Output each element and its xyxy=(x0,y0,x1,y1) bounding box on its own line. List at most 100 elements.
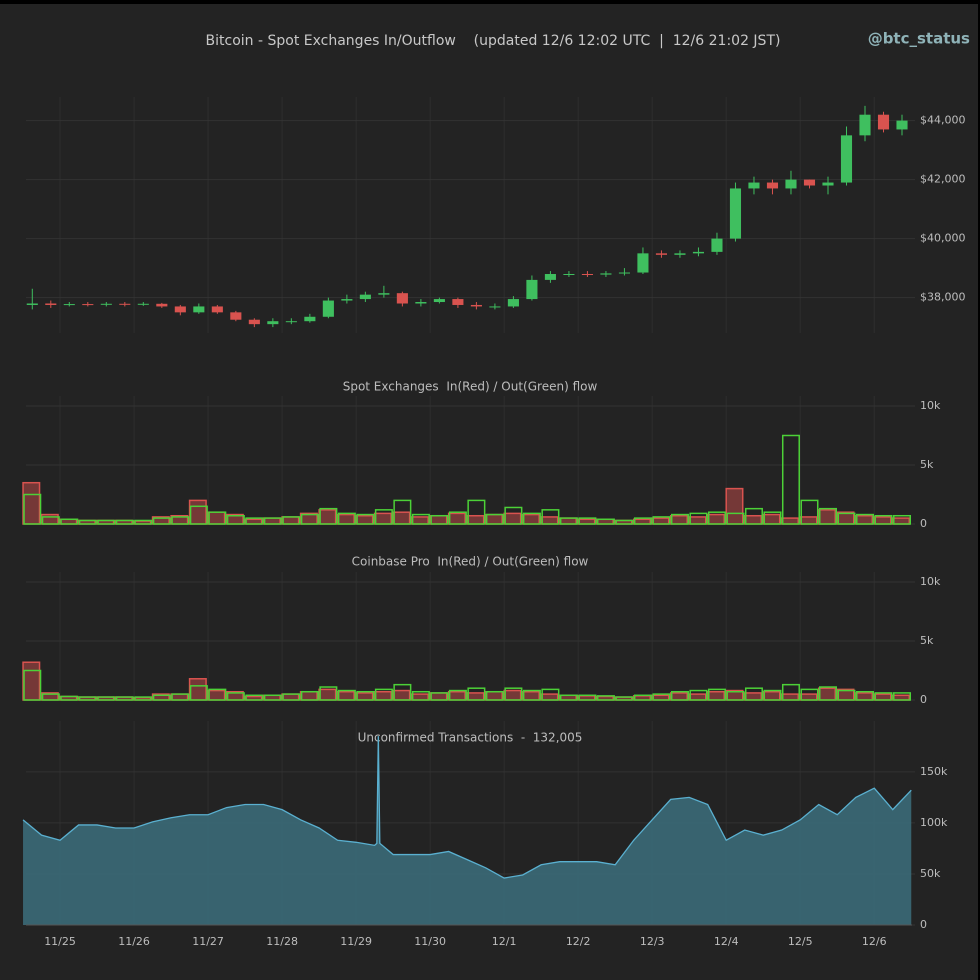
flow-bar xyxy=(558,517,577,525)
y-tick-label: $40,000 xyxy=(920,232,966,245)
flow-bar xyxy=(374,509,393,525)
flow-bar xyxy=(318,509,337,525)
flow-bar xyxy=(447,512,466,525)
x-tick-label: 12/3 xyxy=(640,935,665,948)
candle-body xyxy=(618,272,630,274)
flow-bar xyxy=(282,693,301,701)
flow-bar xyxy=(336,513,355,525)
flow-bar xyxy=(744,507,763,525)
x-tick-label: 11/30 xyxy=(414,935,446,948)
flow-bar xyxy=(170,693,189,701)
flow-bar xyxy=(430,692,449,701)
flow-bar xyxy=(319,686,338,701)
flow-bar xyxy=(22,481,41,525)
flow-bar xyxy=(780,693,799,701)
candle-body xyxy=(359,294,371,300)
page-title: Bitcoin - Spot Exchanges In/Outflow (upd… xyxy=(206,33,781,49)
candle-body xyxy=(507,299,519,307)
flow-bar xyxy=(521,690,540,701)
flow-bar xyxy=(689,512,708,525)
flow-bar xyxy=(763,689,782,701)
flow-bar xyxy=(207,689,226,701)
candle-body xyxy=(119,303,131,305)
candle-body xyxy=(211,306,223,313)
flow-bar xyxy=(504,506,523,525)
flow-bar xyxy=(817,687,836,701)
panel-title: Coinbase Pro In(Red) / Out(Green) flow xyxy=(352,555,589,569)
y-tick-label: 10k xyxy=(920,399,941,412)
x-tick-label: 11/25 xyxy=(44,935,76,948)
flow-bar xyxy=(615,519,634,525)
flow-bar xyxy=(837,689,856,701)
flow-bar xyxy=(541,509,560,525)
flow-bar xyxy=(540,516,559,525)
candle-body xyxy=(267,321,279,325)
flow-bar xyxy=(411,513,430,525)
flow-bar xyxy=(41,693,60,701)
flow-bar xyxy=(134,519,153,525)
candle-body xyxy=(840,135,853,183)
flow-bar xyxy=(430,514,449,525)
flow-bar xyxy=(78,696,97,701)
flow-bar xyxy=(393,683,412,701)
flow-bar xyxy=(467,499,486,525)
flow-bar xyxy=(263,694,282,701)
flow-bar xyxy=(837,512,856,525)
candle-body xyxy=(174,306,186,313)
flow-bar xyxy=(670,513,689,525)
flow-bar xyxy=(817,509,836,525)
flow-bar xyxy=(393,499,412,525)
candle-body xyxy=(711,238,723,252)
flow-bar xyxy=(23,669,42,701)
flow-bar xyxy=(485,690,504,701)
flow-bar xyxy=(78,519,97,525)
flow-bar xyxy=(41,516,60,525)
flow-bar xyxy=(337,512,356,525)
flow-bar xyxy=(522,689,541,701)
flow-bar xyxy=(540,693,559,701)
flow-bar xyxy=(188,678,207,701)
y-tick-label: 50k xyxy=(920,867,941,880)
flow-bar xyxy=(356,690,375,701)
candle-body xyxy=(285,321,297,323)
candle-body xyxy=(378,293,390,295)
flow-bar xyxy=(300,513,319,525)
y-tick-label: 5k xyxy=(920,634,934,647)
flow-bar xyxy=(873,516,892,525)
flow-bar xyxy=(374,688,393,701)
x-tick-label: 11/28 xyxy=(266,935,298,948)
flow-bar xyxy=(541,688,560,701)
flow-bar xyxy=(337,689,356,701)
area-fill xyxy=(23,736,912,925)
flow-bar xyxy=(855,690,875,701)
candle-body xyxy=(100,303,112,305)
flow-bar xyxy=(559,517,578,525)
candle-body xyxy=(82,304,94,306)
candle-body xyxy=(563,274,575,275)
candle-body xyxy=(433,299,445,303)
y-tick-label: 0 xyxy=(920,918,927,931)
flow-bar xyxy=(171,693,190,701)
flow-bar xyxy=(23,493,42,525)
y-tick-label: 10k xyxy=(920,575,941,588)
candle-body xyxy=(896,120,908,130)
flow-bar xyxy=(152,517,171,525)
flow-bar xyxy=(892,517,911,525)
flow-bar xyxy=(688,693,707,701)
flow-bar xyxy=(392,511,411,525)
flow-bar xyxy=(60,518,79,525)
flow-bar xyxy=(651,517,670,525)
flow-bar xyxy=(503,689,522,701)
flow-bar xyxy=(743,692,762,701)
candle-body xyxy=(655,253,667,255)
flow-bar xyxy=(854,692,874,701)
flow-bar xyxy=(263,517,282,525)
flow-bar xyxy=(356,513,375,525)
flow-bar xyxy=(282,516,301,525)
x-tick-label: 12/5 xyxy=(788,935,813,948)
flow-bar xyxy=(762,513,781,525)
flow-bar xyxy=(467,687,486,701)
x-tick-label: 12/4 xyxy=(714,935,739,948)
flow-bar xyxy=(318,688,337,701)
